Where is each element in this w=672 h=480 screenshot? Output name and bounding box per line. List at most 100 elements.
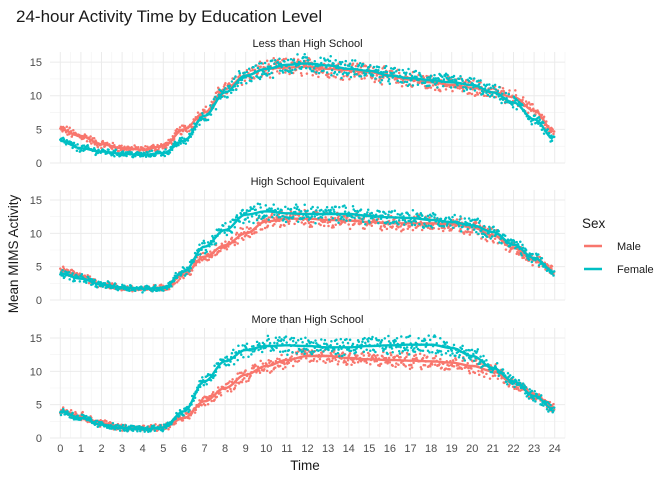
- data-point: [386, 220, 389, 224]
- data-point: [456, 83, 459, 87]
- data-point: [254, 208, 257, 212]
- data-point: [440, 353, 443, 356]
- data-point: [464, 349, 468, 352]
- data-point: [299, 337, 303, 341]
- data-point: [527, 397, 531, 400]
- data-point: [387, 77, 391, 81]
- data-point: [333, 70, 337, 74]
- data-point: [121, 423, 125, 427]
- facet-panel: 0 5 10 15 More than High School: [30, 314, 566, 445]
- data-point: [252, 77, 256, 80]
- data-point: [374, 350, 377, 354]
- data-point: [520, 254, 523, 257]
- data-point: [307, 58, 310, 62]
- data-point: [289, 69, 292, 73]
- data-point: [325, 343, 329, 346]
- data-point: [62, 138, 66, 141]
- data-point: [287, 349, 291, 352]
- data-point: [391, 350, 394, 354]
- data-point: [519, 240, 522, 244]
- data-point: [439, 336, 442, 340]
- data-point: [521, 243, 524, 247]
- data-point: [478, 91, 482, 95]
- data-point: [461, 359, 464, 363]
- x-tick-label: 8: [222, 443, 228, 455]
- data-point: [485, 83, 489, 86]
- data-point: [350, 363, 353, 366]
- data-point: [482, 224, 486, 228]
- data-point: [146, 425, 149, 429]
- data-point: [247, 220, 251, 223]
- data-point: [474, 94, 477, 97]
- data-point: [505, 380, 508, 383]
- data-point: [391, 364, 394, 367]
- data-point: [444, 351, 448, 355]
- data-point: [454, 358, 458, 362]
- data-point: [314, 339, 317, 342]
- data-point: [550, 265, 554, 268]
- data-point: [322, 69, 325, 72]
- data-point: [394, 365, 397, 369]
- data-point: [411, 208, 415, 212]
- data-point: [349, 75, 353, 79]
- data-point: [461, 344, 464, 348]
- data-point: [514, 93, 518, 97]
- data-point: [332, 226, 335, 229]
- data-point: [144, 145, 147, 148]
- data-point: [467, 79, 471, 83]
- data-point: [368, 221, 371, 224]
- data-point: [450, 349, 454, 352]
- data-point: [374, 354, 377, 358]
- data-point: [291, 351, 294, 354]
- data-point: [335, 338, 338, 342]
- data-point: [425, 225, 428, 228]
- data-point: [291, 61, 294, 64]
- data-point: [290, 71, 293, 75]
- data-point: [161, 146, 164, 150]
- data-point: [410, 74, 414, 78]
- data-point: [312, 350, 316, 353]
- smooth-line: [60, 343, 554, 431]
- data-point: [245, 82, 248, 85]
- data-point: [521, 96, 525, 99]
- data-point: [222, 88, 226, 92]
- data-point: [202, 383, 206, 387]
- data-point: [448, 368, 451, 371]
- data-point: [441, 229, 445, 233]
- data-point: [72, 141, 76, 145]
- data-point: [284, 71, 287, 74]
- data-point: [281, 71, 285, 74]
- data-point: [187, 410, 190, 413]
- data-point: [439, 357, 442, 361]
- data-point: [111, 422, 115, 425]
- data-point: [469, 87, 472, 91]
- data-point: [506, 382, 509, 386]
- data-point: [272, 349, 275, 352]
- data-point: [408, 367, 412, 371]
- data-point: [431, 81, 435, 84]
- smooth-line: [60, 65, 554, 151]
- data-point: [433, 335, 437, 338]
- data-point: [220, 242, 224, 245]
- data-point: [451, 352, 454, 355]
- data-point: [408, 334, 412, 338]
- data-point: [95, 419, 99, 423]
- data-point: [499, 97, 503, 100]
- data-point: [335, 342, 339, 346]
- data-point: [387, 210, 391, 213]
- data-point: [348, 77, 351, 81]
- data-point: [267, 69, 270, 73]
- data-point: [124, 424, 128, 427]
- data-point: [334, 352, 337, 356]
- data-point: [419, 349, 423, 352]
- data-point: [410, 221, 413, 224]
- data-point: [479, 81, 482, 84]
- data-point: [297, 359, 301, 363]
- data-point: [245, 211, 248, 214]
- data-point: [225, 233, 229, 237]
- data-point: [313, 215, 317, 218]
- data-point: [390, 210, 394, 213]
- data-point: [198, 253, 202, 256]
- data-point: [336, 351, 340, 355]
- data-point: [496, 377, 500, 380]
